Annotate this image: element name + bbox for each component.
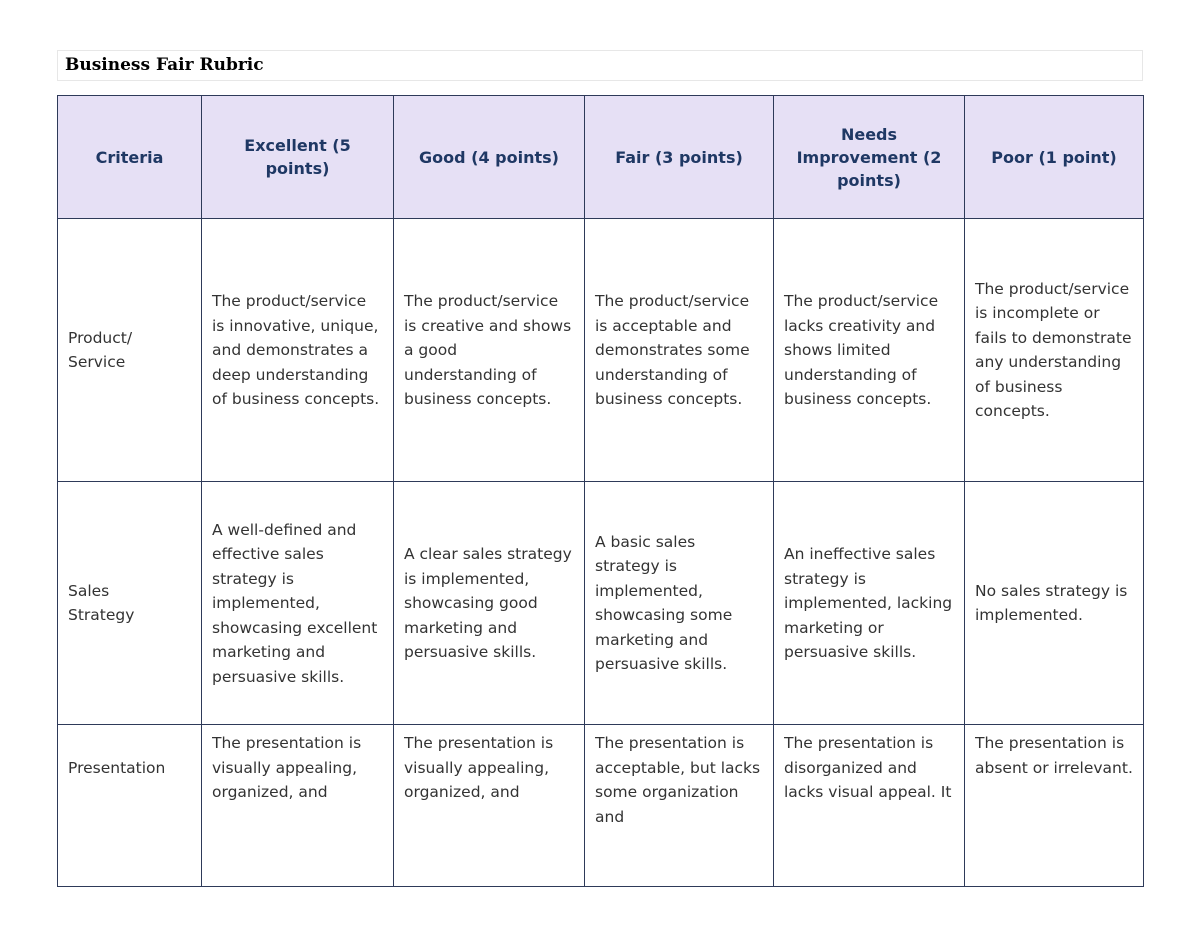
rubric-cell-poor: No sales strategy is implemented.	[964, 481, 1144, 726]
rubric-cell-fair: The product/service is acceptable and de…	[584, 218, 774, 483]
rubric-cell-poor: The presentation is absent or irrelevant…	[964, 724, 1144, 888]
rubric-cell-excellent: The product/service is innovative, uniqu…	[201, 218, 394, 483]
rubric-cell-good: The presentation is visually appealing, …	[393, 724, 585, 888]
rubric-cell-needs-improvement: An ineffective sales strategy is impleme…	[773, 481, 965, 726]
rubric-cell-good: A clear sales strategy is implemented, s…	[393, 481, 585, 726]
column-header-poor: Poor (1 point)	[964, 95, 1144, 220]
rubric-table: Criteria Excellent (5 points) Good (4 po…	[57, 95, 1144, 888]
column-header-excellent: Excellent (5 points)	[201, 95, 394, 220]
rubric-cell-needs-improvement: The presentation is disorganized and lac…	[773, 724, 965, 888]
table-row-sales-strategy: Sales Strategy A well-defined and effect…	[57, 481, 1144, 726]
criteria-cell: Product/ Service	[57, 218, 202, 483]
criteria-cell: Sales Strategy	[57, 481, 202, 726]
rubric-cell-fair: The presentation is acceptable, but lack…	[584, 724, 774, 888]
table-row-presentation: Presentation The presentation is visuall…	[57, 724, 1144, 888]
table-header-row: Criteria Excellent (5 points) Good (4 po…	[57, 95, 1144, 220]
rubric-cell-excellent: A well-defined and effective sales strat…	[201, 481, 394, 726]
rubric-cell-good: The product/service is creative and show…	[393, 218, 585, 483]
column-header-needs-improvement: Needs Improvement (2 points)	[773, 95, 965, 220]
criteria-label: Presentation	[68, 758, 166, 777]
criteria-cell: Presentation	[57, 724, 202, 888]
rubric-cell-excellent: The presentation is visually appealing, …	[201, 724, 394, 888]
column-header-fair: Fair (3 points)	[584, 95, 774, 220]
rubric-cell-poor: The product/service is incomplete or fai…	[964, 218, 1144, 483]
rubric-cell-fair: A basic sales strategy is implemented, s…	[584, 481, 774, 726]
page-title: Business Fair Rubric	[57, 50, 1143, 82]
column-header-criteria: Criteria	[57, 95, 202, 220]
table-row-product-service: Product/ Service The product/service is …	[57, 218, 1144, 483]
column-header-good: Good (4 points)	[393, 95, 585, 220]
rubric-cell-needs-improvement: The product/service lacks creativity and…	[773, 218, 965, 483]
